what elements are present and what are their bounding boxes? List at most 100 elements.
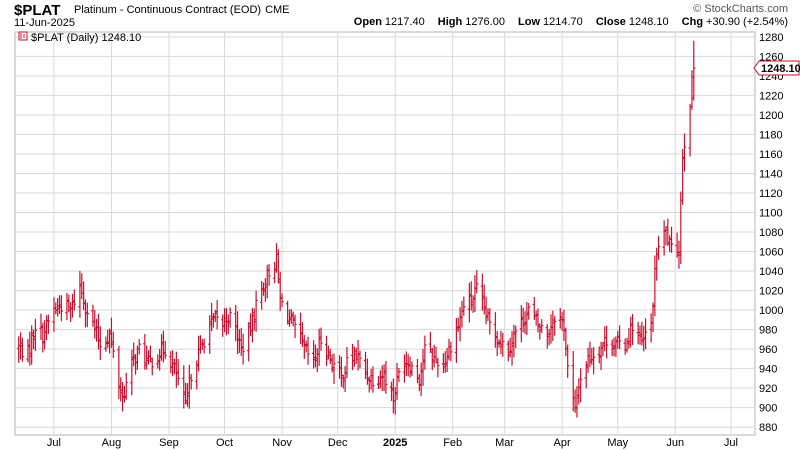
y-tick-label: 1080	[759, 227, 783, 239]
price-bar	[189, 374, 193, 390]
open-label: Open	[353, 16, 382, 28]
price-bar	[306, 336, 310, 365]
high-label: High	[437, 16, 463, 28]
price-bar	[566, 344, 570, 378]
price-bar	[215, 300, 219, 330]
price-bar	[137, 339, 141, 355]
y-tick-label: 1280	[759, 32, 783, 44]
price-bar	[267, 263, 271, 286]
x-tick-label: Sep	[159, 437, 179, 449]
price-bar	[20, 337, 25, 362]
price-bar	[618, 325, 622, 350]
y-tick-label: 1020	[759, 286, 783, 298]
price-bar	[293, 314, 297, 339]
plot-area	[14, 31, 756, 436]
price-bar	[397, 367, 401, 383]
x-tick-label: Feb	[443, 437, 462, 449]
price-bar	[475, 269, 479, 294]
chg-value: +30.90 (+2.54%)	[706, 16, 788, 28]
price-bar	[384, 361, 388, 394]
price-bar	[371, 366, 375, 393]
price-bar	[150, 357, 154, 376]
y-tick-label: 960	[759, 344, 777, 356]
price-bar	[241, 333, 245, 365]
y-tick-label: 1180	[759, 129, 783, 141]
price-bar	[527, 303, 531, 320]
price-bar	[423, 335, 427, 370]
y-tick-label: 1160	[759, 149, 783, 161]
y-tick-label: 940	[759, 364, 777, 376]
price-bar	[592, 347, 596, 375]
price-bar	[436, 357, 440, 378]
price-bar	[72, 289, 76, 311]
x-tick-label: Aug	[102, 437, 122, 449]
y-tick-label: 1060	[759, 247, 783, 259]
y-tick-label: 1100	[759, 208, 783, 220]
description-text: Platinum - Continuous Contract (EOD)	[74, 4, 262, 16]
price-bar	[163, 340, 167, 360]
y-tick-label: 1040	[759, 266, 783, 278]
price-bar	[579, 368, 583, 403]
x-tick-label: Oct	[216, 437, 233, 449]
price-bar	[656, 235, 661, 261]
price-bar	[98, 326, 102, 360]
price-bar	[605, 325, 609, 359]
price-bar	[358, 350, 362, 369]
price-bar	[345, 346, 349, 379]
ohlc-readout: Open 1217.40 High 1276.00 Low 1214.70 Close…	[344, 16, 788, 28]
price-bar	[319, 327, 323, 351]
price-bar	[176, 358, 180, 386]
chart-legend: $PLAT (Daily) 1248.10	[31, 32, 141, 44]
price-bar	[59, 295, 63, 322]
last-price-label: 1248.10	[761, 63, 800, 75]
y-tick-label: 1000	[759, 305, 783, 317]
y-tick-label: 880	[759, 422, 777, 434]
y-tick-label: 900	[759, 403, 777, 415]
x-tick-label: Jul	[724, 437, 738, 449]
price-bar	[692, 40, 696, 101]
price-bar	[33, 318, 38, 352]
price-bar	[46, 314, 50, 334]
price-bar	[202, 338, 206, 354]
price-bar	[124, 372, 128, 400]
price-bar	[682, 133, 687, 172]
x-tick-label: Dec	[328, 437, 348, 449]
y-tick-label: 1260	[759, 51, 783, 63]
open-value: 1217.40	[384, 16, 425, 28]
price-bar	[514, 325, 518, 349]
x-tick-label: Jun	[666, 437, 684, 449]
price-bar	[85, 302, 89, 328]
x-tick-label: 2025	[383, 437, 407, 449]
y-tick-label: 1140	[759, 168, 783, 180]
y-tick-label: 1220	[759, 90, 783, 102]
low-value: 1214.70	[543, 16, 583, 28]
instrument-description: Platinum - Continuous Contract (EOD) CME	[74, 4, 290, 16]
chart-date: 11-Jun-2025	[14, 17, 75, 29]
exchange: CME	[265, 4, 290, 16]
x-tick-label: Mar	[495, 437, 514, 449]
close-label: Close	[595, 16, 626, 28]
y-tick-label: 920	[759, 383, 777, 395]
price-bar	[462, 296, 466, 316]
price-bar	[630, 313, 635, 346]
last-price-box	[753, 60, 800, 76]
price-bar	[553, 315, 557, 336]
high-value: 1276.00	[465, 16, 505, 28]
y-tick-label: 980	[759, 325, 777, 337]
x-tick-label: May	[607, 437, 628, 449]
chg-label: Chg	[681, 16, 704, 28]
price-bar	[643, 318, 648, 350]
symbol[interactable]: $PLAT	[14, 2, 61, 19]
y-tick-label: 1120	[759, 188, 783, 200]
price-bar	[488, 308, 492, 335]
price-bar	[669, 226, 674, 253]
price-bar	[228, 307, 232, 328]
price-bar	[501, 332, 505, 357]
price-bar	[540, 319, 544, 334]
price-bar	[410, 361, 414, 377]
low-label: Low	[518, 16, 541, 28]
brand-watermark[interactable]: © StockCharts.com	[693, 3, 788, 15]
legend-swatch	[18, 31, 28, 41]
price-bar	[332, 353, 336, 385]
